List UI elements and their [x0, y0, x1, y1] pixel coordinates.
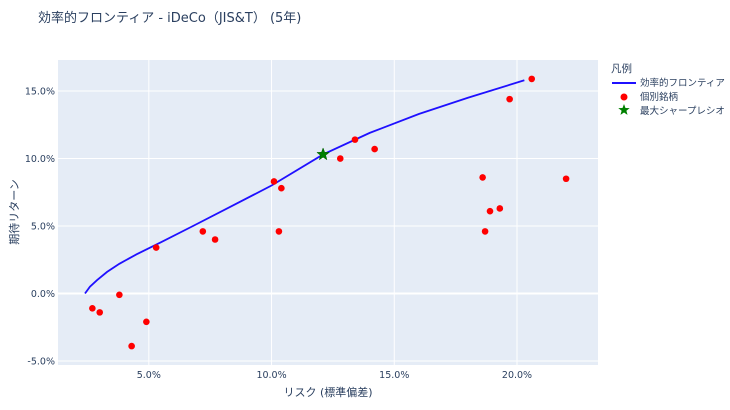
stock-point [562, 175, 570, 183]
gridlines [58, 60, 598, 365]
x-tick-label: 10.0% [256, 370, 286, 381]
legend-star-icon [618, 104, 630, 115]
legend-label-frontier: 効率的フロンティア [640, 77, 725, 89]
stock-point [211, 236, 219, 243]
plot-area [58, 60, 598, 365]
y-tick-label: 10.0% [25, 154, 55, 165]
legend-label-stocks: 個別銘柄 [640, 91, 678, 103]
stock-point [481, 228, 489, 235]
stock-points [89, 75, 570, 350]
stock-point [336, 155, 344, 162]
stock-point [128, 342, 135, 350]
y-axis-ticks: -5.0% 0.0% 5.0% 10.0% 15.0% [25, 87, 55, 368]
y-tick-label: 5.0% [31, 221, 55, 232]
chart-title: 効率的フロンティア - iDeCo（JIS&T） (5年) [38, 10, 301, 26]
y-tick-label: 0.0% [31, 289, 55, 300]
stock-point [199, 228, 207, 235]
legend-item-frontier[interactable]: 効率的フロンティア [612, 77, 725, 89]
legend[interactable]: 凡例 効率的フロンティア 個別銘柄 最大シャープレシオ [611, 62, 725, 117]
stock-point [486, 207, 494, 215]
stock-point [371, 145, 378, 153]
stock-point [143, 318, 150, 326]
stock-point [96, 309, 104, 316]
legend-item-max-sharpe[interactable]: 最大シャープレシオ [618, 104, 725, 117]
stock-point [116, 291, 123, 299]
y-axis-title: 期待リターン [7, 179, 21, 244]
legend-label-max-sharpe: 最大シャープレシオ [640, 105, 725, 117]
x-axis-ticks: 5.0% 10.0% 15.0% 20.0% [137, 370, 532, 381]
stock-point [89, 305, 96, 312]
stock-point [479, 174, 486, 181]
stock-point [506, 95, 513, 103]
x-tick-label: 5.0% [137, 370, 161, 381]
stock-point [278, 184, 285, 192]
stock-point [496, 205, 504, 212]
stock-point [275, 228, 283, 235]
x-tick-label: 15.0% [379, 370, 409, 381]
legend-item-stocks[interactable]: 個別銘柄 [620, 91, 679, 103]
legend-title: 凡例 [611, 62, 632, 75]
stock-point [152, 244, 160, 251]
x-axis-title: リスク (標準偏差) [283, 385, 372, 399]
max-sharpe-point [316, 147, 330, 161]
stock-point [351, 136, 359, 143]
frontier-series [84, 79, 525, 294]
y-tick-label: -5.0% [27, 356, 55, 367]
legend-dot-icon [620, 93, 628, 101]
x-tick-label: 20.0% [502, 370, 532, 381]
y-tick-label: 15.0% [25, 87, 55, 98]
frontier-line [84, 79, 525, 294]
stock-point [528, 75, 536, 83]
max-sharpe-series [316, 147, 330, 161]
stock-point [270, 178, 278, 185]
